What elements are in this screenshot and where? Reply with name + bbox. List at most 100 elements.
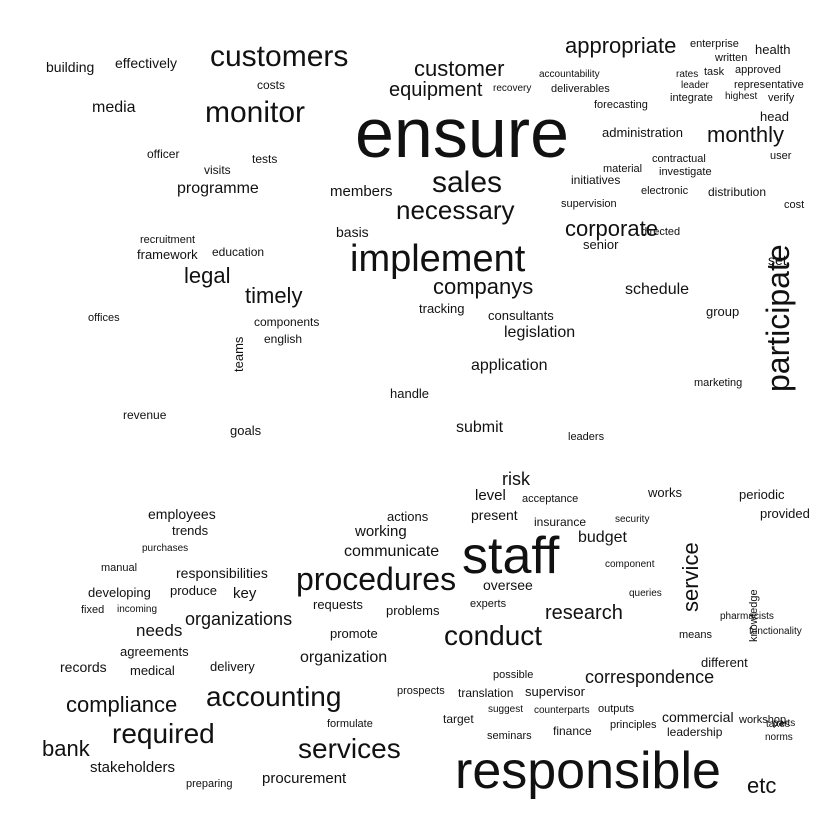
word-stakeholders: stakeholders	[90, 759, 176, 776]
word-leaders: leaders	[568, 431, 605, 443]
word-seminars: seminars	[487, 730, 532, 742]
word-sales: sales	[432, 166, 503, 199]
word-education: education	[212, 245, 265, 259]
word-initiatives: initiatives	[571, 173, 621, 187]
word-ensure: ensure	[355, 94, 570, 172]
word-produce: produce	[170, 583, 217, 598]
word-implement: implement	[350, 238, 526, 280]
word-taxes: taxes	[766, 719, 790, 730]
word-developing: developing	[88, 585, 151, 600]
word-counterparts: counterparts	[534, 705, 590, 716]
word-acceptance: acceptance	[522, 493, 579, 505]
word-media: media	[92, 99, 136, 116]
word-goals: goals	[230, 423, 262, 438]
word-incoming: incoming	[117, 604, 158, 615]
word-formulate: formulate	[327, 718, 373, 730]
word-organization: organization	[300, 649, 388, 666]
word-user: user	[770, 150, 792, 162]
word-offices: offices	[88, 312, 120, 324]
word-appropriate: appropriate	[565, 33, 677, 58]
word-investigate: investigate	[659, 166, 712, 178]
word-medical: medical	[130, 663, 175, 678]
word-rates: rates	[676, 69, 699, 80]
word-services: services	[298, 733, 401, 764]
word-procurement: procurement	[262, 770, 347, 787]
word-budget: budget	[578, 529, 627, 546]
word-integrate: integrate	[670, 92, 713, 104]
word-representative: representative	[734, 79, 804, 91]
word-building: building	[46, 59, 95, 75]
word-outputs: outputs	[598, 703, 635, 715]
word-records: records	[60, 659, 107, 675]
word-monitor: monitor	[205, 96, 306, 129]
word-english: english	[264, 332, 303, 346]
word-research: research	[545, 602, 623, 624]
word-bank: bank	[42, 736, 90, 761]
word-administration: administration	[602, 125, 683, 140]
word-revenue: revenue	[123, 408, 167, 422]
word-works: works	[648, 485, 682, 500]
word-submit: submit	[456, 419, 504, 436]
word-approved: approved	[735, 64, 781, 76]
word-provided: provided	[760, 506, 810, 521]
word-group: group	[706, 304, 740, 319]
word-equipment: equipment	[389, 79, 483, 101]
word-directed: directed	[641, 226, 681, 238]
word-staff: staff	[462, 527, 560, 585]
word-visits: visits	[204, 163, 231, 177]
word-supervisor: supervisor	[525, 684, 585, 699]
word-consultants: consultants	[488, 308, 554, 323]
word-requests: requests	[313, 597, 363, 612]
word-companys: companys	[433, 274, 534, 299]
word-officer: officer	[147, 147, 180, 161]
word-employees: employees	[148, 506, 216, 522]
word-highest: highest	[725, 91, 758, 102]
word-means: means	[679, 629, 713, 641]
word-supervision: supervision	[561, 198, 617, 210]
word-legislation: legislation	[504, 324, 576, 341]
word-materials: material	[603, 163, 643, 175]
word-actions: actions	[387, 509, 429, 524]
word-costs: costs	[257, 78, 286, 92]
word-tracking: tracking	[419, 301, 465, 316]
word-responsibilities: responsibilities	[176, 565, 268, 581]
word-responsible: responsible	[455, 742, 721, 800]
word-components: components	[254, 315, 320, 329]
word-problems: problems	[386, 603, 440, 618]
word-manual: manual	[101, 562, 138, 574]
word-conduct: conduct	[444, 620, 543, 651]
word-level: level	[475, 487, 506, 504]
word-basis: basis	[336, 224, 369, 240]
word-procedures: procedures	[296, 561, 457, 597]
word-organizations: organizations	[185, 609, 293, 629]
word-members: members	[330, 183, 393, 200]
word-customers-small: verify	[768, 92, 795, 104]
word-health: health	[755, 42, 791, 57]
word-translation: translation	[458, 686, 514, 700]
word-marketing: marketing	[694, 377, 743, 389]
word-delivery: delivery	[210, 659, 255, 674]
word-schedule: schedule	[625, 281, 690, 298]
word-different: different	[701, 655, 748, 670]
word-programme: programme	[177, 180, 259, 197]
word-target: target	[443, 712, 474, 726]
word-promote: promote	[330, 626, 378, 641]
word-etc: etc	[747, 773, 777, 798]
word-parts: parts	[773, 718, 796, 729]
word-contractual: contractual	[652, 153, 706, 165]
word-manage: written	[715, 52, 748, 64]
word-needs: needs	[136, 621, 183, 640]
word-enterprise: enterprise	[690, 38, 739, 50]
word-accountability: accountability	[539, 69, 600, 80]
word-leadership: leadership	[667, 725, 723, 739]
word-security: security	[615, 514, 650, 525]
word-trends: trends	[172, 523, 209, 538]
word-preparing: preparing	[186, 778, 233, 790]
word-effectively: effectively	[115, 55, 177, 71]
word-deliverables: deliverables	[551, 83, 610, 95]
word-principles: principles	[610, 719, 657, 731]
word-agreements: agreements	[120, 644, 189, 659]
word-correspondence: correspondence	[585, 667, 715, 687]
word-possible: possible	[493, 669, 534, 681]
